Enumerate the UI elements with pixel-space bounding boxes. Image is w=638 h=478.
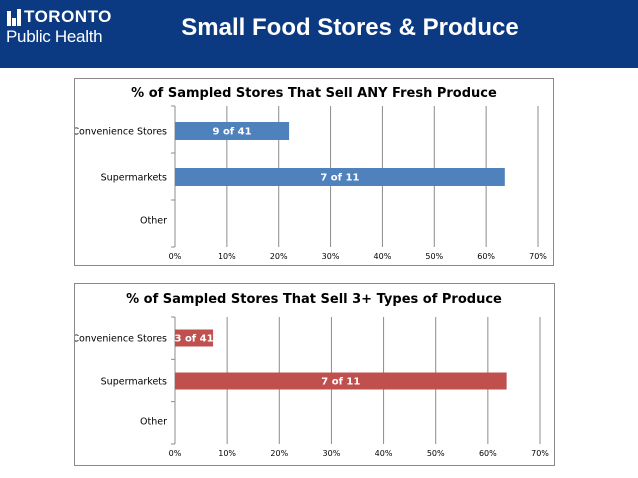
chart-any-produce-svg: % of Sampled Stores That Sell ANY Fresh … (75, 86, 547, 261)
x-tick-label: 40% (375, 449, 393, 458)
data-label: 3 of 41 (175, 334, 214, 345)
category-label: Other (140, 417, 167, 428)
bar (175, 122, 290, 140)
category-label: Convenience Stores (75, 127, 167, 138)
chart-title: % of Sampled Stores That Sell ANY Fresh … (131, 86, 497, 101)
chart-title: % of Sampled Stores That Sell 3+ Types o… (126, 292, 502, 307)
bar (175, 372, 507, 390)
logo-wordmark-bottom: Public Health (6, 27, 103, 46)
x-tick-label: 0% (169, 252, 182, 261)
x-tick-label: 30% (323, 449, 341, 458)
x-tick-label: 70% (531, 449, 549, 458)
x-tick-label: 70% (529, 252, 547, 261)
category-label: Other (140, 216, 167, 227)
x-tick-label: 60% (479, 449, 497, 458)
x-tick-label: 60% (477, 252, 495, 261)
x-tick-label: 10% (218, 449, 236, 458)
city-hall-icon (7, 8, 21, 26)
chart-any-produce: % of Sampled Stores That Sell ANY Fresh … (74, 78, 554, 266)
category-label: Supermarkets (101, 377, 167, 388)
x-tick-label: 20% (270, 252, 288, 261)
chart-three-plus-produce-svg: % of Sampled Stores That Sell 3+ Types o… (75, 292, 549, 458)
x-tick-label: 10% (218, 252, 236, 261)
chart-three-plus-produce: % of Sampled Stores That Sell 3+ Types o… (74, 283, 555, 466)
data-label: 7 of 11 (320, 173, 359, 184)
category-label: Convenience Stores (75, 334, 167, 345)
x-tick-label: 0% (169, 449, 182, 458)
x-tick-label: 50% (425, 252, 443, 261)
x-tick-label: 50% (427, 449, 445, 458)
x-tick-label: 20% (270, 449, 288, 458)
category-label: Supermarkets (101, 173, 167, 184)
toronto-public-health-logo: TORONTO Public Health (6, 8, 112, 48)
slide-header: TORONTO Public Health Small Food Stores … (0, 0, 638, 68)
x-tick-label: 30% (322, 252, 340, 261)
slide-title: Small Food Stores & Produce (181, 14, 519, 41)
data-label: 7 of 11 (321, 377, 360, 388)
logo-wordmark-top: TORONTO (24, 7, 112, 26)
data-label: 9 of 41 (213, 127, 252, 138)
bar (175, 329, 214, 347)
bar (175, 168, 505, 186)
x-tick-label: 40% (374, 252, 392, 261)
